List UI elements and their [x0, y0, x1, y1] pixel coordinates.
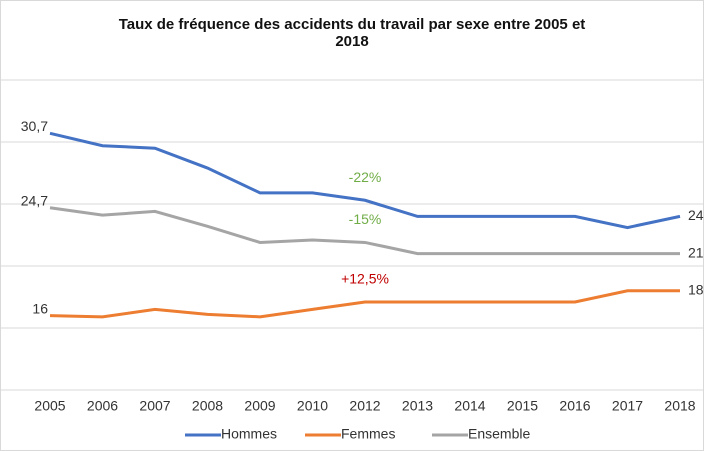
x-tick-label: 2014 — [454, 398, 485, 414]
legend-label: Femmes — [341, 426, 395, 442]
legend-label: Hommes — [221, 426, 277, 442]
data-label: 16 — [32, 300, 48, 316]
data-label: 18 — [688, 282, 704, 298]
x-tick-label: 2018 — [664, 398, 695, 414]
series-line — [49, 131, 681, 230]
x-tick-label: 2017 — [612, 398, 643, 414]
x-tick-label: 2013 — [402, 398, 433, 414]
series-line — [49, 206, 680, 256]
x-tick-label: 2010 — [297, 398, 328, 414]
data-label: 24 — [688, 207, 704, 223]
x-tick-label: 2006 — [87, 398, 118, 414]
annotation: -15% — [349, 211, 382, 227]
annotation: -22% — [349, 169, 382, 185]
data-label: 24,7 — [21, 192, 48, 208]
legend-label: Ensemble — [468, 426, 530, 442]
x-tick-label: 2008 — [192, 398, 223, 414]
x-tick-label: 2016 — [559, 398, 590, 414]
data-label: 30,7 — [21, 118, 48, 134]
x-tick-label: 2009 — [244, 398, 275, 414]
x-tick-label: 2012 — [349, 398, 380, 414]
annotation: +12,5% — [341, 271, 389, 287]
x-tick-label: 2015 — [507, 398, 538, 414]
data-label: 21 — [688, 244, 704, 260]
x-tick-label: 2005 — [34, 398, 65, 414]
x-tick-label: 2007 — [139, 398, 170, 414]
chart-title: Taux de fréquence des accidents du trava… — [118, 16, 586, 50]
series-line — [49, 289, 680, 319]
